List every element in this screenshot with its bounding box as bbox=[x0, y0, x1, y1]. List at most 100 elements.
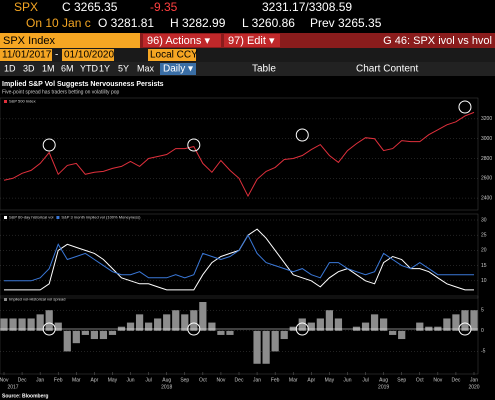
graph-name: G 46: SPX ivol vs hvol bbox=[383, 35, 492, 47]
start-box[interactable] bbox=[0, 49, 52, 61]
x-tick-label: Apr bbox=[90, 377, 98, 383]
legend-label: S&P 3 month implied vol (100% Moneyness) bbox=[61, 215, 141, 220]
bar bbox=[316, 318, 324, 331]
bar bbox=[154, 318, 162, 331]
x-tick-label: Dec bbox=[451, 377, 460, 383]
bar bbox=[172, 310, 180, 331]
bar bbox=[370, 314, 379, 331]
prev: Prev 3265.35 bbox=[310, 16, 382, 30]
low: L 3260.86 bbox=[242, 16, 295, 30]
x-tick-label: Mar bbox=[72, 377, 81, 383]
period-button[interactable]: 6M bbox=[61, 63, 74, 73]
y-tick-label: 5 bbox=[481, 308, 484, 314]
y-tick-label: -5 bbox=[481, 349, 486, 355]
series-line bbox=[3, 111, 475, 198]
legend-swatch bbox=[4, 298, 7, 301]
x-tick-label: Aug bbox=[379, 377, 388, 383]
period-button[interactable]: 1M bbox=[42, 63, 55, 73]
bar bbox=[63, 330, 71, 352]
bar bbox=[145, 322, 153, 331]
x-tick-label: Jan bbox=[253, 377, 261, 383]
year-label: 2020 bbox=[468, 384, 479, 390]
bar bbox=[108, 330, 117, 335]
actions: 96) Actions ▾ bbox=[147, 35, 210, 47]
x-tick-label: Nov bbox=[216, 377, 225, 383]
bar bbox=[208, 322, 216, 331]
chart-title: Implied S&P Vol Suggests Nervousness Per… bbox=[2, 81, 164, 88]
bar bbox=[181, 314, 189, 331]
chart-content-button[interactable]: Chart Content bbox=[356, 64, 418, 75]
x-tick-label: Jan bbox=[36, 377, 44, 383]
bar bbox=[452, 314, 460, 331]
frequency: Daily ▾ bbox=[163, 64, 193, 75]
bar bbox=[90, 330, 98, 340]
x-tick-label: Dec bbox=[235, 377, 244, 383]
x-tick-label: Aug bbox=[162, 377, 171, 383]
period-button[interactable]: 3D bbox=[23, 63, 35, 73]
bar bbox=[54, 322, 62, 331]
end-date: 01/10/2020 bbox=[64, 50, 114, 61]
year-label: 2017 bbox=[7, 384, 18, 390]
security: SPX Index bbox=[3, 35, 55, 47]
x-tick-label: Feb bbox=[54, 377, 63, 383]
y-tick-label: 2600 bbox=[481, 176, 492, 182]
source: Source: Bloomberg bbox=[2, 393, 48, 399]
x-tick-label: Mar bbox=[289, 377, 298, 383]
legend-swatch bbox=[4, 216, 7, 219]
bar bbox=[307, 322, 315, 331]
bar bbox=[9, 318, 17, 331]
x-tick-label: Jul bbox=[145, 377, 151, 383]
edit-button[interactable] bbox=[224, 34, 280, 47]
x-tick-label: Oct bbox=[199, 377, 207, 383]
period-button[interactable]: 5Y bbox=[118, 63, 129, 73]
bar bbox=[361, 322, 370, 331]
range: 3231.17/3308.59 bbox=[262, 0, 352, 14]
x-tick-label: Jun bbox=[127, 377, 135, 383]
bar bbox=[27, 318, 35, 331]
y-tick-label: 2800 bbox=[481, 156, 492, 162]
bar bbox=[280, 330, 288, 340]
period-button[interactable]: 1D bbox=[4, 63, 16, 73]
bar bbox=[416, 322, 424, 331]
date: On 10 Jan c bbox=[26, 16, 91, 30]
bar bbox=[217, 330, 225, 335]
period-button[interactable]: Max bbox=[137, 63, 155, 73]
y-tick-label: 30 bbox=[481, 217, 487, 223]
legend-label: S&P 60-day historical vol bbox=[9, 215, 54, 220]
currency: Local CCY bbox=[150, 50, 198, 61]
period-button[interactable]: YTD bbox=[80, 63, 99, 73]
x-tick-label: Feb bbox=[271, 377, 280, 383]
x-tick-label: Jul bbox=[362, 377, 368, 383]
end-box[interactable] bbox=[62, 49, 114, 61]
annotation-circle bbox=[187, 138, 201, 152]
bar bbox=[45, 310, 53, 331]
bar bbox=[81, 330, 89, 335]
year-label: 2018 bbox=[161, 384, 172, 390]
actions-button[interactable] bbox=[143, 34, 221, 47]
y-tick-label: 3000 bbox=[481, 136, 492, 142]
x-tick-label: Oct bbox=[416, 377, 424, 383]
y-tick-label: 0 bbox=[481, 328, 484, 334]
legend-swatch bbox=[4, 100, 7, 103]
bar bbox=[18, 318, 26, 331]
table-button[interactable]: Table bbox=[252, 64, 276, 75]
annotation-circle bbox=[295, 128, 309, 142]
bar bbox=[325, 310, 333, 331]
change: -9.35 bbox=[150, 0, 178, 14]
security-box[interactable] bbox=[0, 33, 140, 48]
period-button[interactable]: 1Y bbox=[99, 63, 110, 73]
ticker: SPX bbox=[14, 0, 38, 14]
y-tick-label: 3200 bbox=[481, 116, 492, 122]
bar bbox=[226, 330, 234, 335]
bar bbox=[334, 318, 343, 331]
currency-box[interactable] bbox=[148, 49, 196, 61]
x-tick-label: Jun bbox=[343, 377, 351, 383]
bar bbox=[36, 314, 44, 331]
y-tick-label: 10 bbox=[481, 278, 487, 284]
frequency-box[interactable] bbox=[160, 63, 196, 75]
last: C 3265.35 bbox=[62, 0, 118, 14]
bar bbox=[470, 310, 478, 331]
bar bbox=[461, 310, 469, 331]
